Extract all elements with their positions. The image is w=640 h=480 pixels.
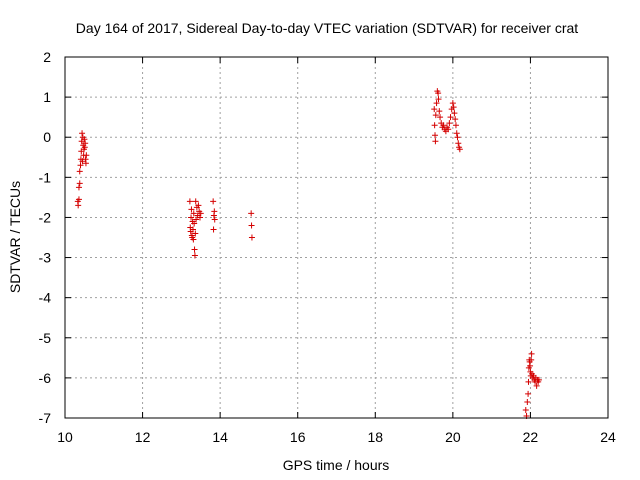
x-axis-title: GPS time / hours <box>283 457 390 473</box>
data-point <box>528 350 535 357</box>
data-point <box>75 184 82 191</box>
data-point <box>75 196 82 203</box>
data-point <box>211 208 218 215</box>
data-point <box>191 246 198 253</box>
data-point <box>447 114 454 121</box>
data-point <box>453 130 460 137</box>
data-point <box>76 168 83 175</box>
data-point <box>524 398 531 405</box>
data-point <box>75 202 82 209</box>
data-point <box>433 100 440 107</box>
data-point <box>79 158 86 165</box>
data-point <box>196 214 203 221</box>
data-point <box>191 252 198 259</box>
plot-frame <box>64 56 609 419</box>
data-point <box>82 160 89 167</box>
data-point <box>527 362 534 369</box>
data-point <box>525 390 532 397</box>
y-tick-label: 2 <box>43 49 51 65</box>
data-point <box>435 96 442 103</box>
data-point <box>190 236 197 243</box>
data-point <box>186 198 193 205</box>
y-tick-label: -3 <box>39 250 52 266</box>
x-tick-label: 20 <box>445 429 461 445</box>
y-tick-label: -7 <box>39 410 52 426</box>
data-point <box>81 136 88 143</box>
y-tick-labels: 2 1 0 -1 -2 -3 -4 -5 -6 -7 <box>39 49 52 426</box>
data-point <box>188 206 195 213</box>
data-point <box>193 216 200 223</box>
data-point <box>437 114 444 121</box>
y-tick-label: -5 <box>39 330 52 346</box>
x-tick-label: 14 <box>212 429 228 445</box>
data-point <box>192 230 199 237</box>
data-point <box>190 210 197 217</box>
y-tick-label: -2 <box>39 209 52 225</box>
data-point <box>528 356 535 363</box>
x-tick-label: 18 <box>367 429 383 445</box>
y-tick-label: -1 <box>39 169 52 185</box>
chart-title: Day 164 of 2017, Sidereal Day-to-day VTE… <box>76 20 578 36</box>
data-point <box>432 112 439 119</box>
data-point <box>535 376 542 383</box>
data-point <box>77 162 84 169</box>
data-point <box>525 378 532 385</box>
data-point <box>197 210 204 217</box>
data-point <box>432 132 439 139</box>
axis-ticks <box>64 56 609 419</box>
data-point <box>188 214 195 221</box>
x-tick-labels: 10 12 14 16 18 20 22 24 <box>57 429 616 445</box>
x-tick-label: 12 <box>135 429 151 445</box>
data-point <box>435 90 442 97</box>
data-point <box>445 126 452 133</box>
data-point <box>431 106 438 113</box>
data-point <box>455 140 462 147</box>
data-point <box>248 234 255 241</box>
data-point <box>76 180 83 187</box>
data-point <box>189 226 196 233</box>
data-point <box>452 122 459 129</box>
y-tick-label: 1 <box>43 89 51 105</box>
data-point <box>449 100 456 107</box>
data-point <box>82 140 89 147</box>
x-tick-label: 22 <box>523 429 539 445</box>
data-point <box>79 130 86 137</box>
data-point <box>533 382 540 389</box>
data-point <box>452 116 459 123</box>
data-point <box>210 226 217 233</box>
data-point <box>195 202 202 209</box>
data-point <box>248 222 255 229</box>
x-tick-label: 10 <box>57 429 73 445</box>
data-point <box>440 122 447 129</box>
y-axis-title: SDTVAR / TECUs <box>7 181 23 293</box>
y-tick-label: -6 <box>39 370 52 386</box>
data-point <box>522 406 529 413</box>
data-point <box>436 108 443 115</box>
data-point <box>432 138 439 145</box>
data-point <box>192 198 199 205</box>
y-tick-label: 0 <box>43 129 51 145</box>
data-point <box>454 134 461 141</box>
data-point <box>451 110 458 117</box>
data-point <box>210 198 217 205</box>
data-point <box>456 146 463 153</box>
x-tick-label: 16 <box>290 429 306 445</box>
data-point <box>191 220 198 227</box>
data-points <box>74 88 542 419</box>
data-point <box>450 104 457 111</box>
x-tick-label: 24 <box>600 429 616 445</box>
data-point <box>446 120 453 127</box>
data-point <box>431 122 438 129</box>
grid <box>65 57 608 418</box>
data-point <box>211 216 218 223</box>
data-point <box>248 210 255 217</box>
data-point <box>83 152 90 159</box>
y-tick-label: -4 <box>39 290 52 306</box>
